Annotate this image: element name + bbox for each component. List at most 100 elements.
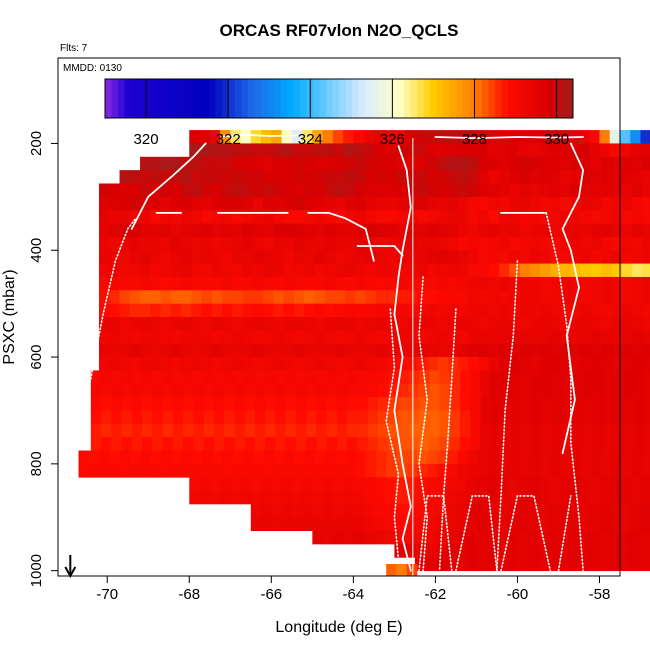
- heatmap-cell: [343, 130, 354, 144]
- heatmap-cell: [398, 397, 410, 411]
- heatmap-cell: [550, 276, 561, 291]
- heatmap-cell: [507, 543, 518, 558]
- colorbar-swatch: [228, 79, 236, 118]
- heatmap-cell: [355, 343, 367, 358]
- heatmap-cell: [622, 357, 633, 371]
- heatmap-cell: [302, 517, 313, 532]
- heatmap-cell: [150, 156, 161, 171]
- heatmap-cell: [119, 210, 131, 224]
- heatmap-cell: [578, 517, 590, 532]
- heatmap-cell: [281, 130, 293, 144]
- heatmap-cell: [244, 383, 256, 398]
- heatmap-cell: [613, 437, 625, 451]
- heatmap-cell: [540, 223, 551, 238]
- heatmap-cell: [324, 463, 336, 478]
- heatmap-cell: [295, 437, 307, 451]
- heatmap-cell: [336, 410, 348, 425]
- heatmap-cell: [622, 210, 633, 224]
- heatmap-cell: [283, 450, 295, 465]
- heatmap-cell: [365, 210, 377, 224]
- heatmap-cell: [181, 317, 192, 331]
- heatmap-cell: [591, 303, 602, 318]
- heatmap-cell: [365, 263, 377, 278]
- heatmap-cell: [581, 343, 592, 358]
- heatmap-cell: [191, 330, 202, 345]
- heatmap-cell: [211, 156, 223, 171]
- heatmap-cell: [160, 450, 172, 465]
- heatmap-cell: [334, 343, 346, 358]
- heatmap-cell: [550, 463, 561, 478]
- heatmap-cell: [324, 170, 336, 184]
- heatmap-cell: [406, 210, 418, 224]
- heatmap-cell: [220, 143, 231, 158]
- heatmap-cell: [355, 210, 367, 224]
- heatmap-cell: [570, 223, 582, 238]
- heatmap-cell: [406, 563, 418, 577]
- heatmap-cell: [447, 236, 459, 251]
- heatmap-cell: [425, 557, 436, 572]
- heatmap-cell: [224, 410, 235, 425]
- heatmap-cell: [550, 263, 561, 278]
- heatmap-cell: [140, 450, 151, 465]
- heatmap-cell: [271, 143, 282, 158]
- heatmap-cell: [529, 250, 541, 264]
- heatmap-cell: [386, 330, 397, 345]
- heatmap-cell: [191, 250, 202, 264]
- heatmap-cell: [578, 543, 590, 558]
- colorbar-swatch: [514, 79, 522, 118]
- heatmap-cell: [447, 330, 459, 345]
- flight-track: [418, 495, 453, 572]
- heatmap-cell: [140, 223, 151, 238]
- heatmap-cell: [531, 370, 543, 385]
- heatmap-cell: [322, 490, 334, 505]
- heatmap-cell: [293, 330, 305, 345]
- heatmap-cell: [599, 130, 611, 144]
- heatmap-cell: [511, 410, 522, 425]
- heatmap-cell: [425, 530, 436, 545]
- heatmap-cell: [347, 410, 358, 425]
- heatmap-cell: [377, 383, 389, 398]
- heatmap-cell: [613, 410, 625, 425]
- heatmap-cell: [624, 410, 635, 425]
- heatmap-cell: [201, 463, 213, 478]
- heatmap-cell: [622, 196, 633, 211]
- heatmap-cell: [583, 423, 594, 438]
- heatmap-cell: [521, 397, 533, 411]
- heatmap-cell: [375, 170, 387, 184]
- heatmap-cell: [150, 357, 161, 371]
- heatmap-cell: [601, 156, 613, 171]
- heatmap-cell: [252, 250, 264, 264]
- heatmap-cell: [457, 250, 469, 264]
- heatmap-cell: [581, 303, 592, 318]
- heatmap-cell: [345, 236, 356, 251]
- heatmap-cell: [550, 210, 561, 224]
- heatmap-cell: [142, 410, 153, 425]
- colorbar-swatch: [443, 79, 450, 118]
- heatmap-cell: [427, 250, 438, 264]
- heatmap-cell: [283, 236, 295, 251]
- heatmap-cell: [416, 223, 428, 238]
- heatmap-cell: [589, 503, 600, 518]
- heatmap-cell: [478, 183, 490, 198]
- heatmap-cell: [199, 143, 211, 158]
- heatmap-cell: [191, 343, 202, 358]
- heatmap-cell: [476, 517, 488, 532]
- heatmap-cell: [314, 236, 326, 251]
- heatmap-cell: [201, 290, 213, 305]
- heatmap-cell: [478, 357, 490, 371]
- heatmap-cell: [550, 196, 561, 211]
- heatmap-cell: [630, 130, 641, 144]
- heatmap-cell: [281, 490, 293, 505]
- heatmap-cell: [101, 370, 112, 385]
- heatmap-cell: [630, 477, 641, 491]
- heatmap-cell: [160, 196, 172, 211]
- heatmap-cell: [601, 290, 613, 305]
- heatmap-cell: [162, 370, 174, 385]
- heatmap-cell: [150, 463, 161, 478]
- heatmap-cell: [406, 463, 418, 478]
- heatmap-cell: [201, 317, 213, 331]
- heatmap-cell: [314, 263, 326, 278]
- heatmap-cell: [375, 263, 387, 278]
- heatmap-cell: [455, 490, 467, 505]
- heatmap-cell: [345, 196, 356, 211]
